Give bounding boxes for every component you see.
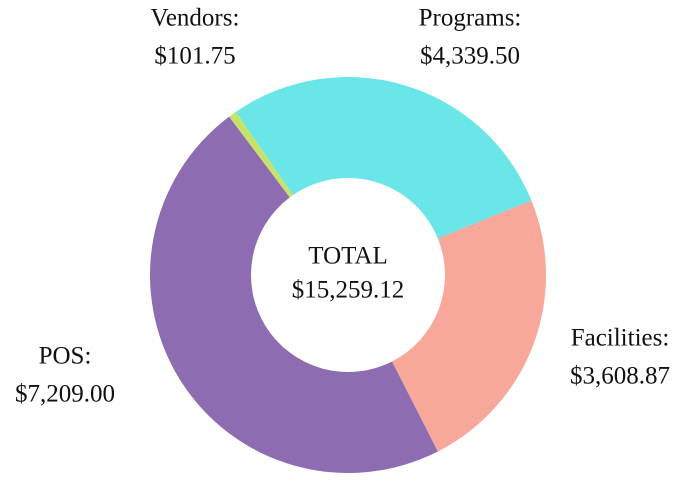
slice-label: Vendors: [151, 5, 240, 32]
center-title: TOTAL [308, 243, 387, 270]
slice-label: Facilities: [571, 325, 670, 352]
slice-value-label: $7,209.00 [15, 381, 115, 408]
slice-label: POS: [39, 343, 92, 370]
slice-value-label: $4,339.50 [420, 43, 520, 70]
donut-slice [235, 76, 532, 239]
donut-slice [392, 200, 546, 452]
donut-slice [229, 111, 294, 198]
slice-value-label: $101.75 [154, 43, 235, 70]
slice-value-label: $3,608.87 [570, 363, 670, 390]
donut-slice [150, 116, 438, 473]
center-total: $15,259.12 [292, 277, 405, 304]
slice-label: Programs: [419, 5, 522, 32]
